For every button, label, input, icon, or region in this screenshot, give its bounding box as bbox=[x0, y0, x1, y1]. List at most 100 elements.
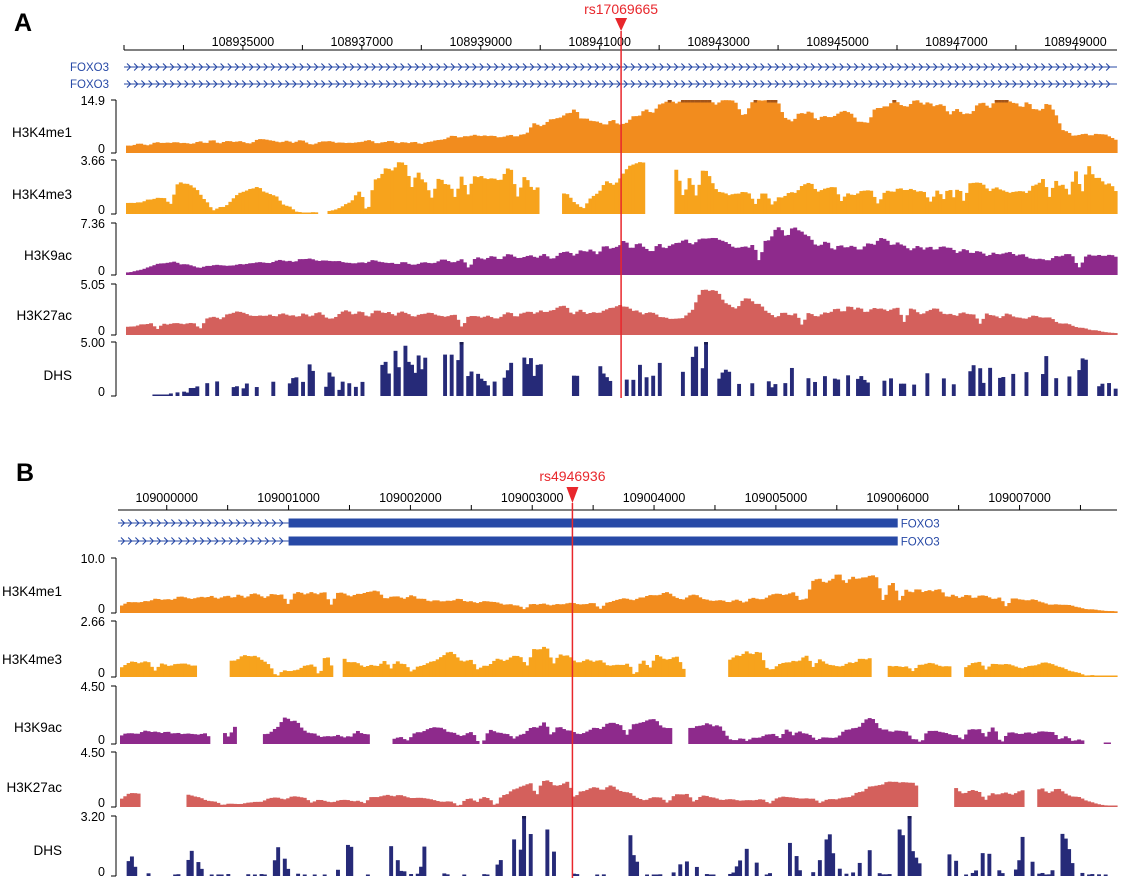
signal-bar bbox=[778, 663, 782, 677]
signal-bar bbox=[201, 323, 206, 335]
signal-bar bbox=[871, 786, 875, 807]
signal-bar bbox=[638, 597, 643, 613]
signal-bar bbox=[847, 797, 852, 807]
signal-bar bbox=[319, 670, 324, 677]
signal-bar bbox=[847, 579, 852, 613]
signal-bar bbox=[951, 384, 956, 396]
axis-tick-label: 109003000 bbox=[501, 491, 564, 505]
signal-bar bbox=[737, 383, 742, 396]
signal-bar bbox=[691, 594, 696, 613]
signal-bar bbox=[452, 600, 457, 613]
signal-bar bbox=[489, 178, 494, 214]
signal-bar bbox=[664, 101, 669, 153]
signal-bar bbox=[710, 183, 715, 214]
signal-bar bbox=[512, 839, 517, 876]
signal-bar bbox=[322, 658, 327, 677]
signal-bar bbox=[974, 251, 979, 275]
signal-bar bbox=[508, 604, 513, 613]
signal-bar bbox=[276, 726, 281, 744]
signal-bar bbox=[488, 601, 493, 613]
signal-bar bbox=[1004, 606, 1008, 613]
signal-bar bbox=[655, 797, 659, 807]
signal-bar bbox=[571, 603, 576, 613]
signal-bar bbox=[655, 721, 659, 744]
signal-bar bbox=[836, 379, 841, 396]
signal-bar bbox=[327, 210, 332, 214]
signal-bar bbox=[458, 804, 463, 807]
signal-bar bbox=[847, 662, 852, 677]
signal-bar bbox=[198, 194, 203, 214]
signal-bar bbox=[143, 601, 148, 613]
signal-bar bbox=[581, 733, 586, 744]
signal-bar bbox=[165, 201, 170, 214]
track-ymax-label: 10.0 bbox=[81, 552, 105, 566]
signal-bar bbox=[476, 373, 481, 396]
signal-bar bbox=[881, 729, 885, 744]
signal-bar bbox=[1050, 604, 1055, 613]
signal-bar bbox=[604, 246, 609, 275]
signal-bar bbox=[806, 378, 811, 396]
signal-bar bbox=[837, 735, 842, 744]
signal-bar bbox=[452, 732, 457, 744]
signal-bar bbox=[984, 255, 989, 275]
signal-bar bbox=[272, 797, 277, 807]
signal-bar bbox=[326, 657, 330, 677]
signal-bar bbox=[133, 866, 138, 876]
signal-bar bbox=[615, 599, 620, 613]
signal-bar bbox=[518, 657, 523, 677]
signal-bar bbox=[895, 242, 900, 275]
signal-bar bbox=[419, 797, 424, 807]
gene-strand-chevron bbox=[135, 519, 140, 527]
signal-bar bbox=[744, 651, 749, 677]
signal-bar bbox=[723, 242, 728, 275]
signal-bar bbox=[867, 850, 872, 876]
signal-bar bbox=[641, 597, 646, 613]
axis-tick-label: 108943000 bbox=[687, 35, 750, 49]
signal-bar bbox=[495, 658, 500, 677]
signal-bar bbox=[770, 236, 775, 275]
clip-cap bbox=[770, 100, 775, 103]
signal-bar bbox=[562, 115, 566, 153]
signal-bar bbox=[172, 194, 177, 214]
signal-bar bbox=[819, 314, 824, 335]
signal-bar bbox=[145, 267, 150, 275]
signal-bar bbox=[763, 240, 768, 275]
signal-bar bbox=[1103, 332, 1108, 335]
signal-bar bbox=[1017, 317, 1022, 335]
signal-bar bbox=[505, 370, 510, 396]
signal-bar bbox=[826, 117, 831, 153]
signal-bar bbox=[155, 328, 160, 335]
signal-bar bbox=[684, 861, 689, 876]
signal-bar bbox=[974, 662, 979, 677]
signal-bar bbox=[678, 662, 683, 677]
signal-bar bbox=[555, 657, 560, 677]
signal-bar bbox=[821, 581, 826, 613]
signal-bar bbox=[823, 312, 827, 335]
signal-bar bbox=[651, 719, 656, 744]
signal-bar bbox=[881, 784, 885, 807]
signal-bar bbox=[851, 663, 856, 677]
signal-bar bbox=[439, 259, 444, 275]
track-label: H3K27ac bbox=[6, 780, 62, 795]
signal-bar bbox=[499, 259, 504, 275]
signal-bar bbox=[251, 142, 256, 153]
signal-bar bbox=[937, 589, 942, 613]
signal-bar bbox=[316, 799, 320, 807]
signal-bar bbox=[875, 203, 880, 214]
signal-bar bbox=[661, 317, 666, 335]
signal-bar bbox=[528, 834, 533, 876]
signal-bar bbox=[831, 578, 836, 613]
signal-bar bbox=[807, 589, 812, 613]
signal-bar bbox=[1053, 789, 1058, 807]
signal-bar bbox=[175, 142, 180, 153]
signal-bar bbox=[429, 661, 433, 677]
signal-bar bbox=[422, 846, 427, 876]
signal-bar bbox=[297, 316, 302, 335]
signal-bar bbox=[1100, 181, 1105, 214]
signal-bar bbox=[900, 731, 905, 744]
signal-bar bbox=[1070, 325, 1075, 335]
signal-bar bbox=[667, 318, 672, 335]
signal-bar bbox=[758, 737, 762, 744]
signal-bar bbox=[598, 789, 603, 807]
